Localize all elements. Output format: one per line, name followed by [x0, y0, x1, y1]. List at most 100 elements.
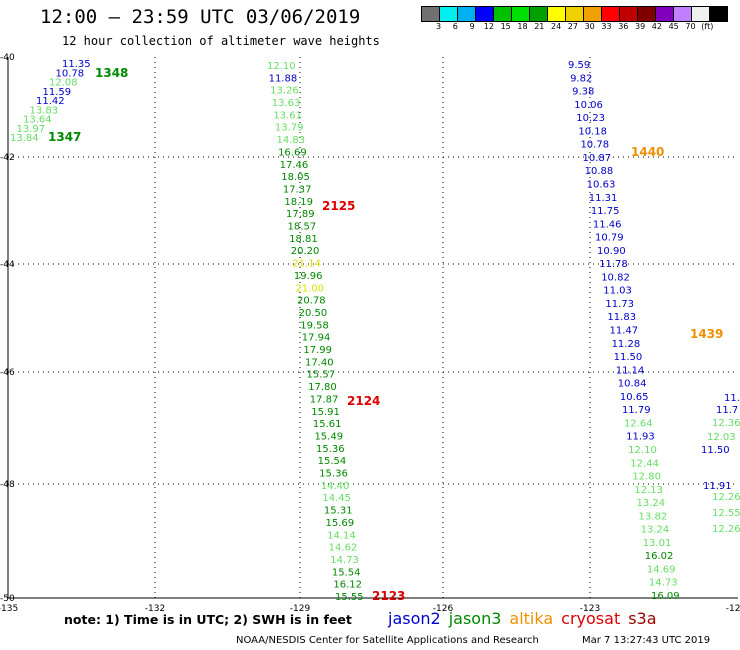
wave-height-value: 12.08 — [49, 78, 78, 89]
color-scale-label: 6 — [452, 22, 458, 31]
wave-height-value: 15.31 — [324, 506, 353, 517]
color-scale-label: 18 — [517, 22, 528, 31]
wave-height-value: 10.63 — [587, 179, 616, 190]
wave-height-value: 11.46 — [593, 219, 622, 230]
wave-height-value: 15.54 — [332, 567, 361, 578]
wave-height-value: 13.26 — [270, 86, 299, 97]
legend-jason3: jason3 — [448, 609, 502, 628]
wave-height-value: 16.09 — [651, 591, 680, 602]
wave-height-value: 11.93 — [626, 432, 655, 443]
color-scale-label: 9 — [469, 22, 475, 31]
wave-height-value: 14.73 — [330, 555, 359, 566]
wave-height-value: 14.45 — [322, 493, 351, 504]
wave-height-value: 17.80 — [308, 382, 337, 393]
wave-height-value: 11.7 — [716, 405, 738, 416]
color-scale-bar — [421, 6, 728, 22]
color-swatch — [709, 6, 728, 22]
color-scale-label: 12 — [483, 22, 494, 31]
wave-height-value: 15.55 — [335, 592, 364, 603]
credit-text: NOAA/NESDIS Center for Satellite Applica… — [236, 635, 539, 646]
wave-height-value: 10.06 — [574, 100, 603, 111]
note-text: note: 1) Time is in UTC; 2) SWH is in fe… — [64, 612, 352, 627]
wave-height-value: 17.99 — [303, 345, 332, 356]
wave-height-value: 11.35 — [62, 59, 91, 70]
color-scale-label: (ft) — [701, 22, 714, 31]
wave-height-value: 10.84 — [618, 379, 647, 390]
wave-height-value: 13.97 — [17, 124, 46, 135]
legend-s3a: s3a — [628, 609, 657, 628]
latitude-tick-label: -50 — [0, 594, 15, 604]
wave-height-value: 16.69 — [278, 147, 307, 158]
wave-height-value: 11.0 — [724, 393, 740, 404]
wave-height-value: 10.78 — [56, 68, 85, 79]
longitude-tick-label: -120 — [726, 604, 740, 614]
color-scale-label: 30 — [584, 22, 595, 31]
wave-height-value: 11.75 — [591, 206, 620, 217]
color-scale-label: 36 — [618, 22, 629, 31]
wave-height-value: 10.82 — [601, 272, 630, 283]
wave-height-value: 12.26 — [712, 492, 740, 503]
wave-height-value: 12.03 — [707, 432, 736, 443]
pass-time-label: 2123 — [372, 589, 405, 603]
pass-time-label: 2124 — [347, 394, 380, 408]
wave-height-value: 9.38 — [572, 87, 594, 98]
pass-time-label: 1348 — [95, 66, 128, 80]
wave-height-value: 11.91 — [703, 481, 732, 492]
wave-height-value: 17.89 — [286, 209, 315, 220]
color-scale-label: 15 — [500, 22, 511, 31]
wave-height-value: 14.83 — [276, 135, 305, 146]
latitude-tick-label: -44 — [0, 260, 15, 270]
wave-height-value: 11.28 — [612, 339, 641, 350]
wave-height-value: 15.57 — [307, 370, 336, 381]
wave-height-value: 11.83 — [607, 312, 636, 323]
wave-height-value: 18.19 — [284, 197, 313, 208]
wave-height-value: 9.82 — [570, 73, 592, 84]
wave-height-value: 15.36 — [316, 444, 345, 455]
wave-height-value: 10.79 — [595, 233, 624, 244]
longitude-tick-label: -132 — [145, 604, 165, 614]
wave-height-value: 12.64 — [624, 418, 653, 429]
wave-height-value: 15.49 — [314, 431, 343, 442]
wave-height-value: 16.12 — [333, 580, 362, 591]
wave-height-value: 11.59 — [43, 87, 72, 98]
wave-height-value: 17.37 — [283, 184, 312, 195]
wave-height-value: 13.61 — [273, 110, 302, 121]
wave-height-value: 13.01 — [643, 538, 672, 549]
wave-height-value: 20.50 — [299, 308, 328, 319]
color-scale-label: 39 — [635, 22, 646, 31]
wave-height-value: 12.55 — [712, 508, 740, 519]
wave-height-value: 10.88 — [585, 166, 614, 177]
longitude-tick-label: -129 — [290, 604, 311, 614]
wave-height-value: 11.47 — [610, 326, 639, 337]
wave-height-value: 19.58 — [300, 320, 329, 331]
wave-height-value: 12.36 — [712, 418, 740, 429]
wave-height-value: 13.83 — [30, 105, 59, 116]
wave-height-value: 12.13 — [634, 485, 663, 496]
longitude-tick-label: -135 — [0, 604, 18, 614]
wave-height-value: 17.46 — [280, 160, 309, 171]
color-scale-label: 3 — [435, 22, 442, 31]
mission-legend: jason2 jason3 altika cryosat s3a — [388, 609, 665, 628]
wave-height-value: 12.10 — [267, 61, 296, 72]
wave-height-value: 17.94 — [302, 333, 331, 344]
wave-height-value: 10.90 — [597, 246, 626, 257]
wave-height-value: 13.24 — [636, 498, 665, 509]
latitude-tick-label: -46 — [0, 368, 15, 378]
legend-cryosat: cryosat — [561, 609, 621, 628]
wave-height-value: 10.65 — [620, 392, 649, 403]
color-scale-label: 33 — [601, 22, 612, 31]
pass-time-label: 2125 — [322, 199, 355, 213]
wave-height-value: 14.14 — [327, 530, 356, 541]
wave-height-value: 13.64 — [23, 115, 52, 126]
wave-height-value: 11.42 — [36, 96, 65, 107]
wave-height-value: 15.36 — [319, 469, 348, 480]
color-scale-labels: 3 6 9 12 15 18 21 24 27 30 33 36 39 42 45 70 (ft) — [422, 22, 740, 34]
wave-height-value: 10.23 — [576, 113, 605, 124]
pass-time-label: 1439 — [690, 327, 723, 341]
wave-height-value: 9.59 — [568, 60, 590, 71]
wave-height-value: 18.05 — [281, 172, 310, 183]
color-scale-label: 27 — [567, 22, 578, 31]
color-scale-label: 70 — [685, 22, 696, 31]
wave-height-value: 13.24 — [641, 525, 670, 536]
